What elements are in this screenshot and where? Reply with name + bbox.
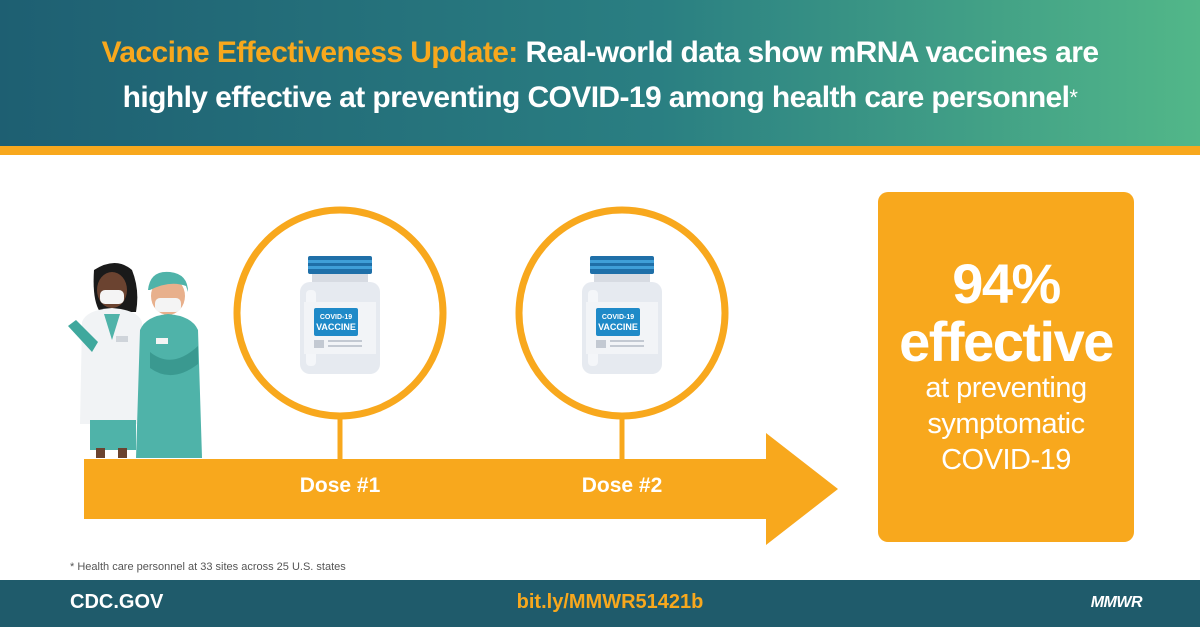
- vial-text-bottom: VACCINE: [316, 322, 356, 332]
- footer-site-link[interactable]: CDC.GOV: [70, 591, 164, 613]
- dose-2-label: Dose #2: [581, 474, 663, 497]
- title-highlight: Vaccine Effectiveness Update:: [101, 36, 519, 69]
- vaccine-vial-icon: COVID-19 VACCINE: [582, 256, 662, 374]
- result-line-2: symptomatic: [927, 408, 1085, 440]
- dose-1-label: Dose #1: [299, 474, 381, 497]
- result-line-3: COVID-19: [941, 444, 1071, 476]
- timeline-arrow-icon: [84, 433, 838, 545]
- vial-text-top: COVID-19: [320, 314, 352, 321]
- footnote: * Health care personnel at 33 sites acro…: [70, 561, 346, 573]
- header-accent-bar: [0, 146, 1200, 155]
- result-percent: 94%: [952, 252, 1061, 315]
- vaccine-vial-icon: COVID-19 VACCINE: [300, 256, 380, 374]
- result-word: effective: [899, 310, 1114, 373]
- title-text: Real-world data show mRNA vaccines are h…: [122, 36, 1099, 114]
- title-footnote-mark: *: [1069, 85, 1078, 110]
- vial-text-bottom: VACCINE: [598, 322, 638, 332]
- result-box: [878, 192, 1134, 542]
- page-title: Vaccine Effectiveness Update: Real-world…: [60, 30, 1140, 120]
- result-line-1: at preventing: [925, 372, 1087, 404]
- health-care-workers-icon: [68, 263, 202, 458]
- vial-text-top: COVID-19: [602, 314, 634, 321]
- footer-bar: [0, 580, 1200, 627]
- header-banner: [0, 0, 1200, 146]
- footer-logo: MMWR: [1090, 594, 1143, 611]
- footer-short-link[interactable]: bit.ly/MMWR51421b: [516, 591, 704, 613]
